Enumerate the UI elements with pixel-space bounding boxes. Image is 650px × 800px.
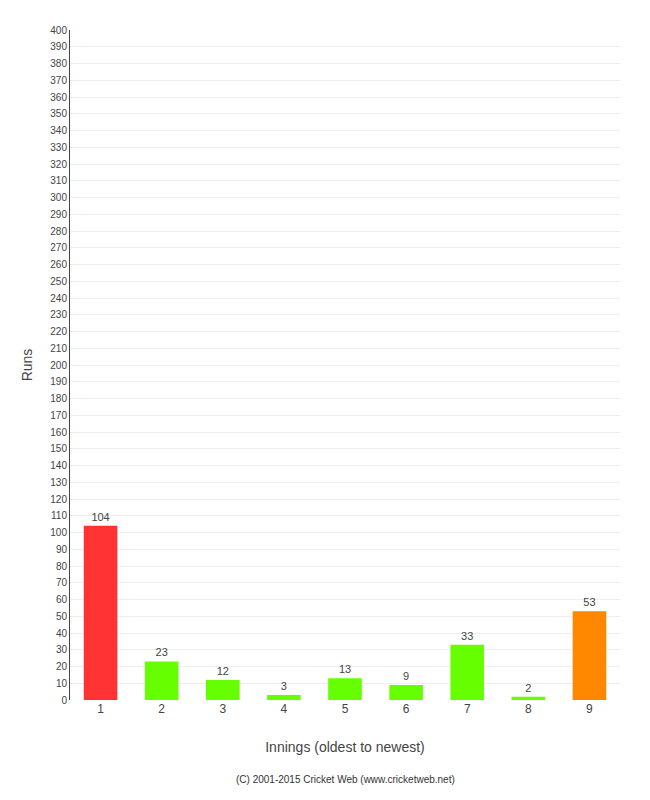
svg-text:190: 190 — [50, 376, 67, 387]
svg-text:160: 160 — [50, 427, 67, 438]
svg-text:6: 6 — [403, 702, 410, 716]
svg-text:Innings (oldest to newest): Innings (oldest to newest) — [265, 739, 425, 755]
svg-text:150: 150 — [50, 443, 67, 454]
svg-text:9: 9 — [403, 670, 409, 682]
svg-text:140: 140 — [50, 460, 67, 471]
svg-text:3: 3 — [219, 702, 226, 716]
svg-text:360: 360 — [50, 92, 67, 103]
svg-text:180: 180 — [50, 393, 67, 404]
svg-text:13: 13 — [339, 663, 351, 675]
svg-text:290: 290 — [50, 209, 67, 220]
svg-text:70: 70 — [56, 577, 68, 588]
svg-text:7: 7 — [464, 702, 471, 716]
svg-text:210: 210 — [50, 343, 67, 354]
svg-text:390: 390 — [50, 41, 67, 52]
svg-text:8: 8 — [525, 702, 532, 716]
svg-text:3: 3 — [281, 680, 287, 692]
svg-text:4: 4 — [281, 702, 288, 716]
svg-text:2: 2 — [525, 682, 531, 694]
svg-text:100: 100 — [50, 527, 67, 538]
svg-text:310: 310 — [50, 175, 67, 186]
svg-text:260: 260 — [50, 259, 67, 270]
svg-text:110: 110 — [51, 510, 67, 521]
svg-text:5: 5 — [342, 702, 349, 716]
svg-text:20: 20 — [56, 661, 68, 672]
svg-text:60: 60 — [56, 594, 68, 605]
svg-text:40: 40 — [56, 628, 68, 639]
svg-text:240: 240 — [50, 293, 67, 304]
svg-text:270: 270 — [50, 242, 67, 253]
svg-text:9: 9 — [586, 702, 593, 716]
svg-text:170: 170 — [50, 410, 67, 421]
svg-text:12: 12 — [217, 665, 229, 677]
svg-text:350: 350 — [50, 108, 67, 119]
svg-text:90: 90 — [56, 544, 68, 555]
svg-text:53: 53 — [583, 596, 595, 608]
svg-text:120: 120 — [50, 494, 67, 505]
svg-text:230: 230 — [50, 309, 67, 320]
svg-text:130: 130 — [50, 477, 67, 488]
svg-text:30: 30 — [56, 644, 68, 655]
svg-text:104: 104 — [91, 511, 109, 523]
svg-text:0: 0 — [61, 695, 67, 706]
svg-text:280: 280 — [50, 226, 67, 237]
svg-text:(C) 2001-2015 Cricket Web (www: (C) 2001-2015 Cricket Web (www.cricketwe… — [236, 774, 455, 785]
svg-text:340: 340 — [50, 125, 67, 136]
svg-text:1: 1 — [97, 702, 104, 716]
svg-text:10: 10 — [56, 678, 68, 689]
svg-text:250: 250 — [50, 276, 67, 287]
svg-text:80: 80 — [56, 561, 68, 572]
svg-text:33: 33 — [461, 630, 473, 642]
svg-text:Runs: Runs — [19, 349, 35, 382]
svg-text:370: 370 — [50, 75, 67, 86]
svg-text:380: 380 — [50, 58, 67, 69]
svg-text:23: 23 — [156, 646, 168, 658]
svg-text:50: 50 — [56, 611, 68, 622]
svg-text:400: 400 — [50, 25, 67, 36]
svg-text:200: 200 — [50, 360, 67, 371]
svg-text:330: 330 — [50, 142, 67, 153]
svg-text:220: 220 — [50, 326, 67, 337]
svg-text:2: 2 — [158, 702, 165, 716]
svg-text:320: 320 — [50, 159, 67, 170]
svg-text:300: 300 — [50, 192, 67, 203]
